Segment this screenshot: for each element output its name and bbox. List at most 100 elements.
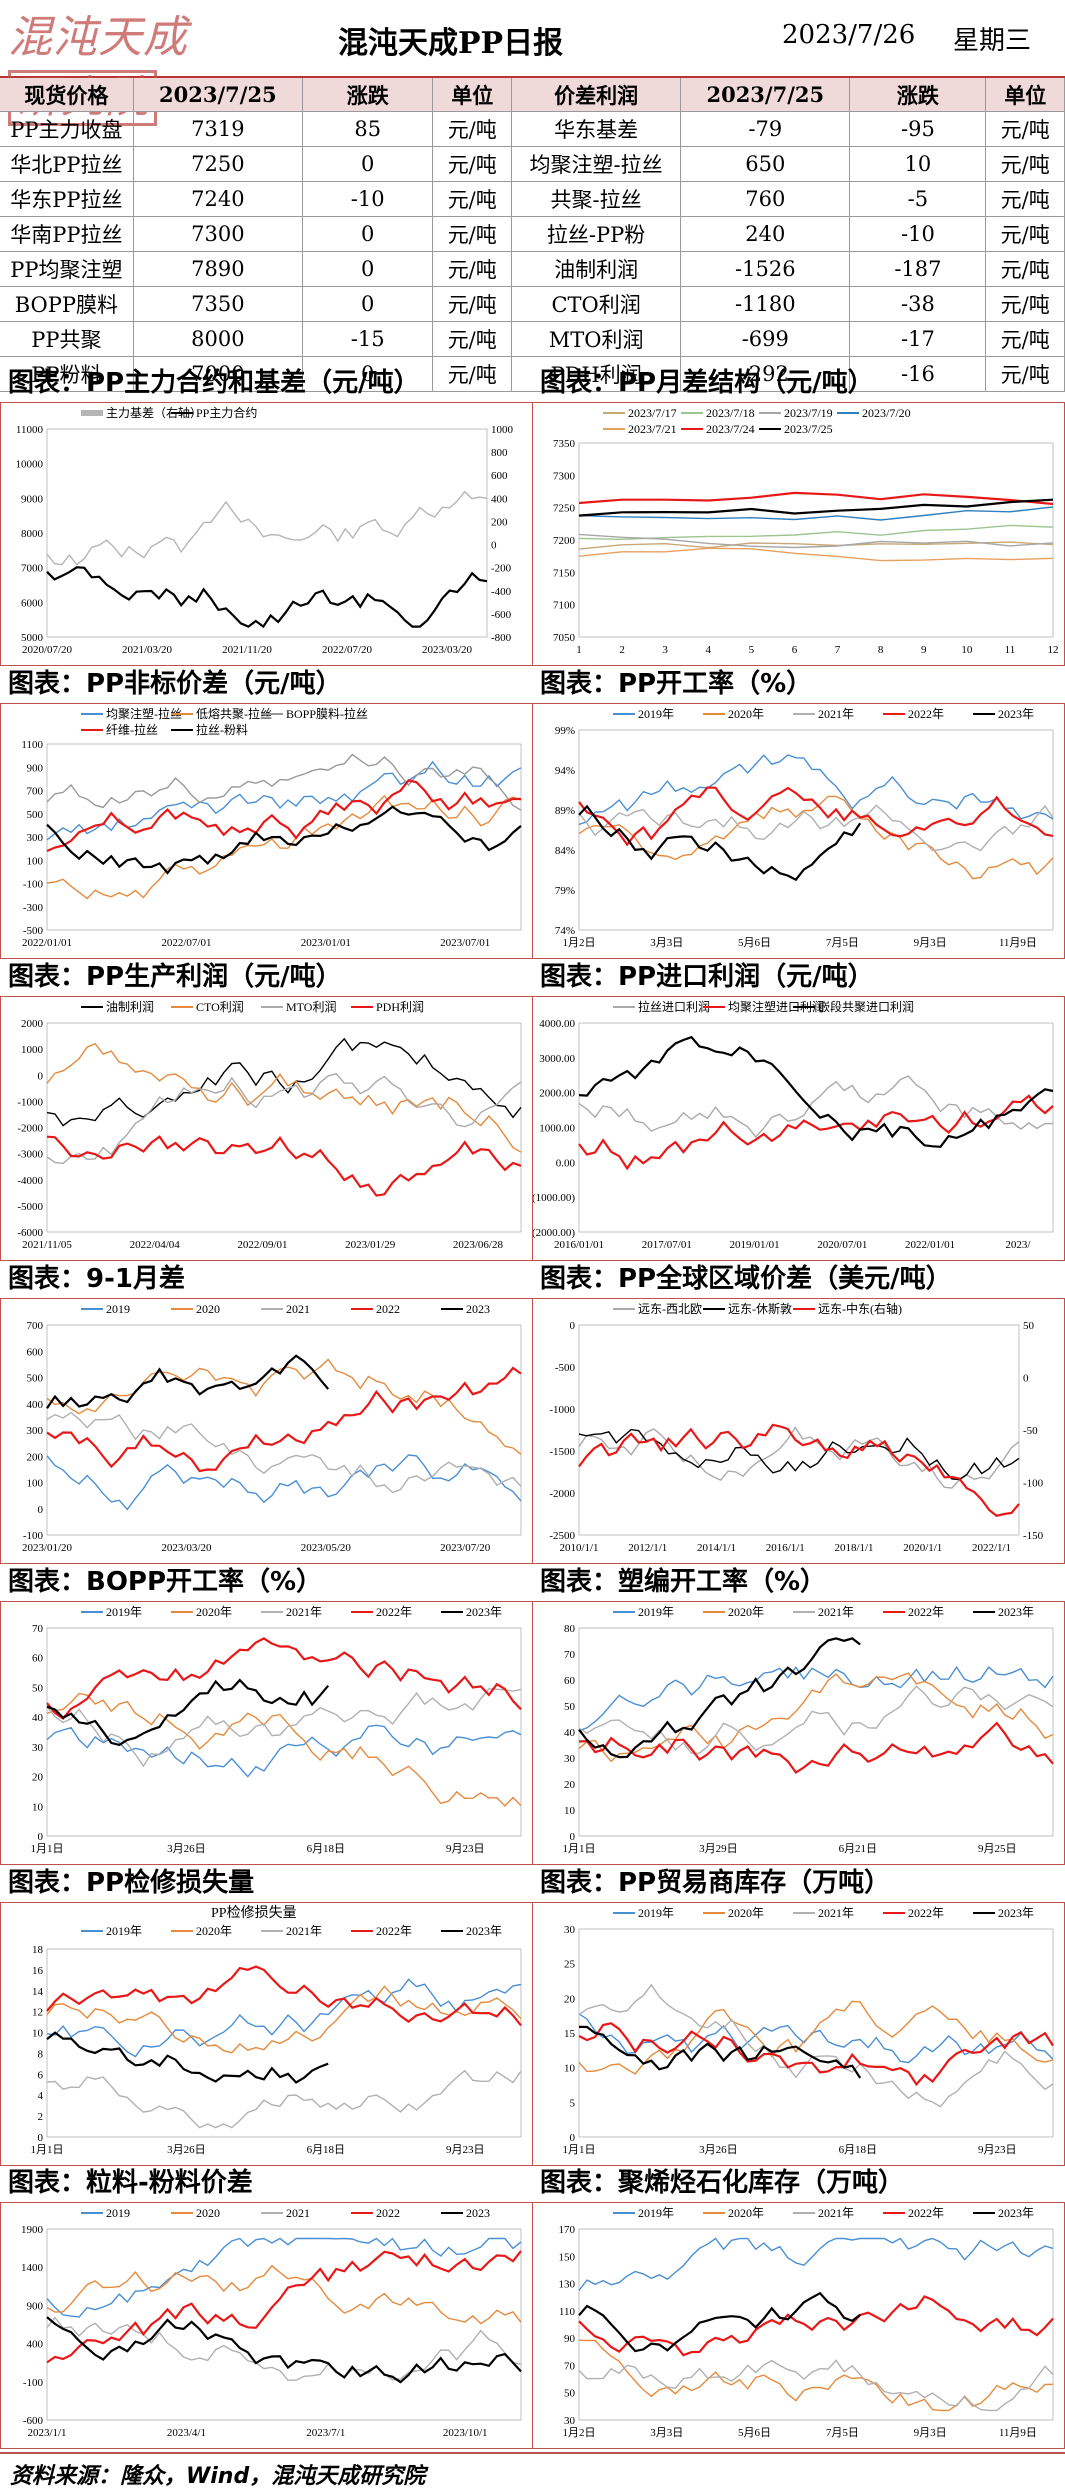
y-tick-label: -2500: [549, 1530, 575, 1542]
x-tick-label: 2012/1/1: [628, 1542, 667, 1554]
table-cell: -95: [849, 111, 987, 147]
table-cell: 240: [680, 216, 851, 252]
table-cell: 0: [302, 286, 434, 322]
y-tick-label: 300: [27, 1425, 44, 1437]
y-tick-label: 110: [559, 2306, 576, 2318]
legend-label: 2019: [106, 2206, 130, 2220]
chart-plot: 2019 2020 2021 2022 2023 700 600 500 400 300 200 10…: [22, 1302, 522, 1554]
series-line: [578, 1665, 1054, 1732]
legend-label: 2022年: [908, 1906, 944, 1920]
legend-label: 2023/7/24: [706, 422, 755, 436]
table-cell: 元/吨: [985, 286, 1065, 322]
legend-label: 2021年: [818, 1605, 854, 1619]
legend-label: 2023: [466, 2206, 490, 2220]
table-cell: 华东基差: [511, 111, 682, 147]
table-cell: 7319: [133, 111, 303, 147]
x-tick-label: 2020/07/20: [22, 644, 73, 656]
report-header: 混沌天成研究院 混沌天成PP日报 2023/7/26 星期三: [0, 0, 1065, 126]
legend-label: 2023年: [466, 1605, 502, 1619]
chart-title: 图表：塑编开工率（%）: [540, 1567, 827, 1597]
table-cell: 7300: [133, 216, 303, 252]
table-cell: -292: [680, 356, 851, 392]
column-header: 2023/7/25: [680, 78, 851, 112]
table-row: BOPP膜料 7350 0 元/吨 CTO利润 -1180 -38 元/吨: [0, 286, 1065, 322]
y-tick-label: 100: [27, 1478, 44, 1490]
y-tick-label: 8: [38, 2048, 44, 2060]
x-tick-label: 2017/07/01: [642, 1239, 692, 1251]
y-tick-label: 40: [564, 1727, 576, 1739]
chart-plot: 2019年 2020年 2021年 2022年 2023年 80 70 60 50 40 30 20 1…: [563, 1605, 1054, 1855]
y-tick-label: 1400: [21, 2262, 44, 2274]
column-header: 价差利润: [511, 78, 682, 112]
x-tick-label: 2018/1/1: [834, 1542, 873, 1554]
legend-label: 2021年: [818, 707, 854, 721]
x-tick-label: 2023/03/20: [161, 1542, 212, 1554]
table-cell: -79: [680, 111, 851, 147]
legend-label: PP主力合约: [196, 405, 257, 420]
source-note: 资料来源：隆众，Wind，混沌天成研究院: [10, 2464, 426, 2489]
series-line: [578, 533, 1054, 549]
y-tick-label: -100: [23, 2377, 44, 2389]
chart-section: 图表：PP主力合约和基差（元/吨） 主力基差（右轴） PP主力合约 11000 1000…: [0, 366, 533, 666]
y-tick-label: -1500: [549, 1446, 575, 1458]
y-tick-label: 89%: [555, 805, 575, 817]
legend-label: 2019年: [638, 1605, 674, 1619]
series-line: [46, 1692, 522, 1807]
chart-plot: 2019年 2020年 2021年 2022年 2023年 30 25 20 15 10 5 01月1…: [563, 1906, 1054, 2156]
legend-label: 2023/7/18: [706, 406, 755, 420]
legend-label: 2021年: [818, 1906, 854, 1920]
x-tick-label: 6月21日: [839, 1843, 878, 1855]
legend-label: 2020: [196, 1302, 220, 1316]
series-line: [578, 2025, 862, 2079]
legend-label: 2023/7/25: [784, 422, 833, 436]
y-tick-label: 20: [564, 1993, 576, 2005]
chart-frame: 主力基差（右轴） PP主力合约 11000 10000 9000 8000 7000 6000…: [0, 402, 533, 666]
chart-plot: 远东-西北欧 远东-休斯敦 远东-中东(右轴)0-500-1000-1500-200…: [549, 1301, 1043, 1554]
legend-label: 2023/7/19: [784, 406, 833, 420]
chart-frame: 2019 2020 2021 2022 2023 1900 1400 900 400 -100 -6…: [0, 2202, 533, 2449]
chart-frame: 2019年 2020年 2021年 2022年 2023年 99% 94% 89% 84% 79%…: [532, 703, 1065, 959]
table-cell: 元/吨: [432, 321, 512, 357]
y-tick-label: 0: [38, 1070, 44, 1082]
legend-label: 拉丝-粉料: [196, 722, 248, 737]
legend-label: PDH利润: [376, 1000, 424, 1014]
y-tick-label: 0: [570, 2132, 576, 2144]
table-row: PP均聚注塑 7890 0 元/吨 油制利润 -1526 -187 元/吨: [0, 251, 1065, 287]
y-tick-label: 500: [27, 1373, 44, 1385]
legend-label: 远东-中东(右轴): [818, 1301, 902, 1316]
x-tick-label: 2020/1/1: [903, 1542, 942, 1554]
y-right-tick-label: 0: [491, 540, 497, 552]
table-cell: 元/吨: [985, 216, 1065, 252]
x-tick-label: 2020/07/01: [817, 1239, 867, 1251]
y-tick-label: 1100: [21, 739, 43, 751]
y-tick-label: 11000: [16, 424, 44, 436]
x-tick-label: 9月3日: [914, 2427, 947, 2439]
legend-label: 远东-西北欧: [638, 1302, 702, 1316]
series-line: [46, 2264, 522, 2325]
table-cell: MTO利润: [511, 321, 682, 357]
y-right-tick-label: -400: [491, 586, 512, 598]
table-row: 华东PP拉丝 7240 -10 元/吨 共聚-拉丝 760 -5 元/吨: [0, 181, 1065, 217]
y-tick-label: 0: [38, 2132, 44, 2144]
x-tick-label: 2023/03/20: [422, 644, 473, 656]
y-tick-label: 10000: [16, 459, 44, 471]
legend-label: 2023/7/20: [862, 406, 911, 420]
y-tick-label: 5: [570, 2097, 576, 2109]
legend-label: 2020年: [196, 1605, 232, 1619]
y-tick-label: 130: [559, 2279, 576, 2291]
legend-label: 主力基差（右轴）: [106, 405, 202, 420]
x-tick-label: 2023/07/01: [440, 937, 490, 949]
y-tick-label: 18: [32, 1944, 44, 1956]
x-tick-label: 7月5日: [826, 937, 859, 949]
table-cell: 元/吨: [432, 286, 512, 322]
legend-label: 2019: [106, 1302, 130, 1316]
legend-label: 2019年: [638, 2206, 674, 2220]
y-tick-label: -500: [23, 925, 44, 937]
chart-title: 图表：9-1月差: [8, 1264, 185, 1294]
x-tick-label: 2010/1/1: [559, 1542, 598, 1554]
x-tick-label: 3月26日: [167, 1843, 206, 1855]
chart-plot: 2019年 2020年 2021年 2022年 2023年 170 150 130 110 90 7…: [559, 2206, 1054, 2439]
table-cell: CTO利润: [511, 286, 682, 322]
y-tick-label: 1900: [21, 2224, 44, 2236]
y-tick-label: 0.00: [556, 1157, 576, 1169]
